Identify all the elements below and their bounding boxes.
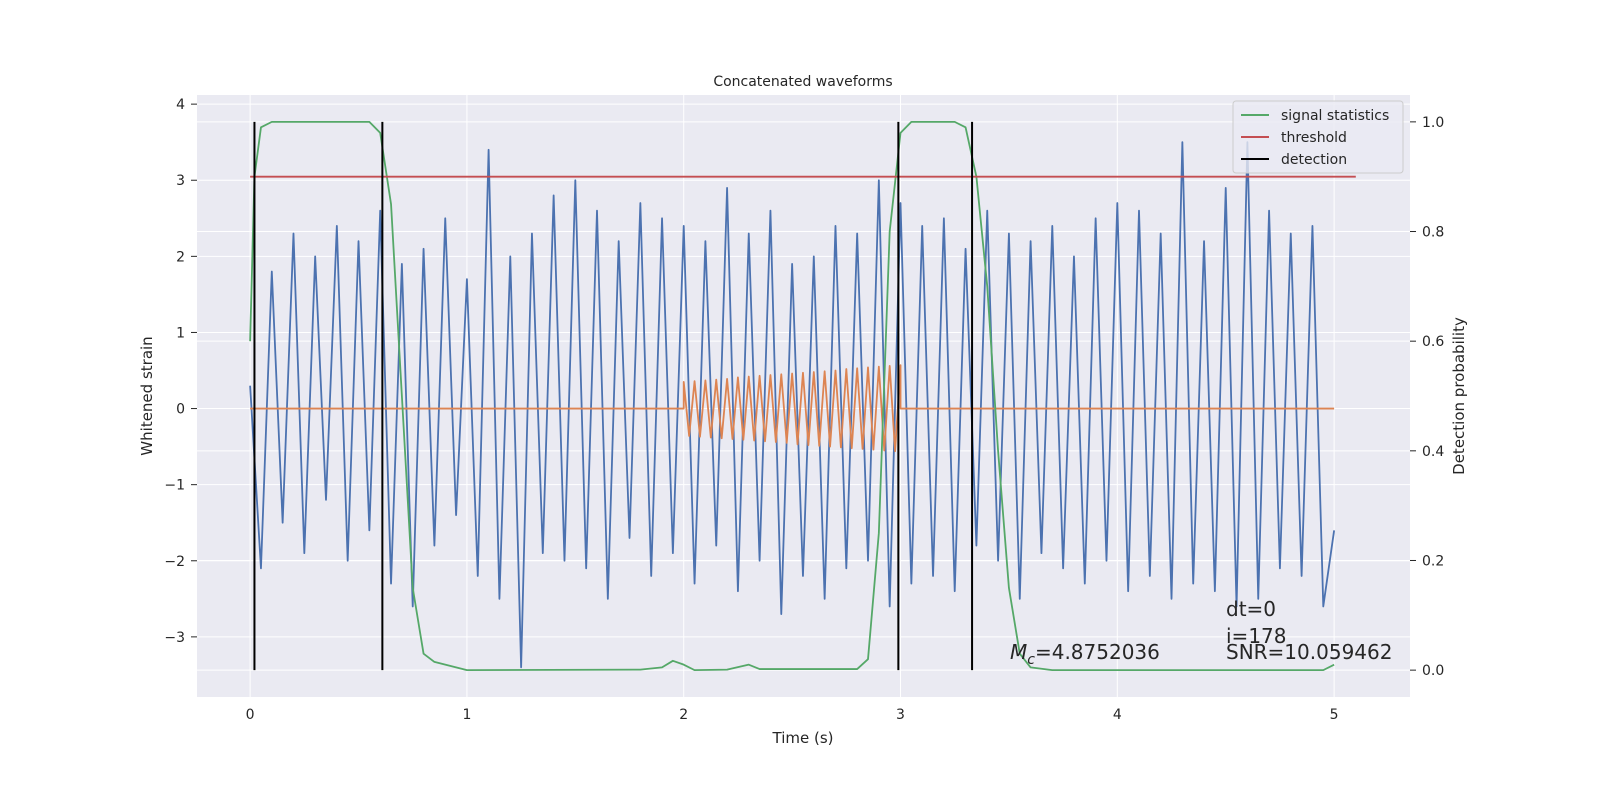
x-tick-label: 3	[896, 707, 905, 723]
legend: signal statistics threshold detection	[1232, 100, 1404, 174]
legend-box	[1232, 100, 1404, 174]
labels: 0 1 2 3 4 5 −3 −2 −1 0 1 2 3 4 0.0 0.2 0.4 0.6 0.8 1.0	[164, 97, 1444, 723]
y2-tick-label: 0.6	[1422, 334, 1444, 350]
x-tick-label: 0	[246, 707, 255, 723]
x-tick-label: 5	[1330, 707, 1339, 723]
x-axis-label: Time (s)	[772, 729, 834, 747]
y-tick-label: 1	[176, 325, 185, 341]
x-tick-label: 2	[679, 707, 688, 723]
annotation: Mc=4.8752036	[1010, 640, 1160, 668]
y-tick-label: 3	[176, 173, 185, 189]
y-tick-label: 4	[176, 97, 185, 113]
series-line	[250, 364, 1335, 453]
legend-label: threshold	[1281, 130, 1347, 146]
x-tick-label: 4	[1113, 707, 1122, 723]
y2-tick-label: 0.2	[1422, 553, 1444, 569]
y-tick-label: −1	[164, 478, 185, 494]
y-tick-label: 2	[176, 249, 185, 265]
legend-label: detection	[1281, 152, 1347, 168]
plot-area	[197, 95, 1410, 697]
annotation-line: i=178	[1226, 624, 1287, 648]
y2-tick-label: 0.4	[1422, 444, 1444, 460]
legend-label: signal statistics	[1281, 108, 1389, 124]
y-axis-label: Whitened strain	[138, 336, 156, 455]
marks	[249, 120, 1356, 672]
chart-title: Concatenated waveforms	[713, 74, 892, 90]
y2-tick-label: 1.0	[1422, 115, 1444, 131]
annotation-subscript: c	[1027, 652, 1035, 668]
annotation-line: SNR=10.059462	[1226, 640, 1392, 664]
series-line	[249, 120, 1335, 672]
y-tick-label: −2	[164, 554, 185, 570]
y2-tick-label: 0.8	[1422, 225, 1444, 241]
annotation-text: =4.8752036	[1035, 640, 1160, 664]
annotation-line: dt=0	[1226, 597, 1276, 621]
y-tick-label: −3	[164, 630, 185, 646]
series-line	[249, 141, 1336, 669]
y2-axis-label: Detection probability	[1450, 317, 1468, 475]
y2-tick-label: 0.0	[1422, 663, 1444, 679]
annotation-symbol: M	[1010, 640, 1027, 664]
y-tick-label: 0	[176, 402, 185, 418]
x-tick-label: 1	[462, 707, 471, 723]
grid	[197, 95, 1410, 697]
